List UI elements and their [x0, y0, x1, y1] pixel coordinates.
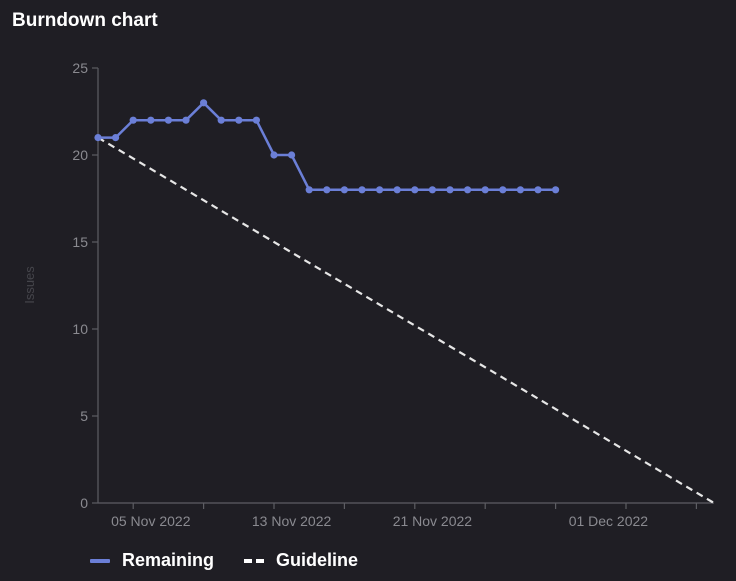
y-axis-ticks: 0 5 10 15 20 25 Issues	[22, 60, 98, 511]
remaining-point	[534, 186, 542, 194]
remaining-point	[182, 116, 190, 124]
y-tick-label: 5	[80, 408, 88, 424]
remaining-point	[94, 134, 102, 142]
x-tick-label: 01 Dec 2022	[569, 513, 649, 529]
y-tick-label: 15	[72, 234, 88, 250]
remaining-point	[552, 186, 560, 194]
legend-item-remaining[interactable]: Remaining	[90, 550, 214, 571]
remaining-point	[112, 134, 120, 142]
remaining-point	[323, 186, 331, 194]
y-axis-label: Issues	[22, 266, 37, 304]
remaining-point	[270, 151, 278, 159]
guideline-line	[97, 136, 715, 504]
burndown-chart: 0 5 10 15 20 25 Issues 05 Nov 2022 13 Nov 2022 2…	[22, 60, 715, 529]
remaining-point	[358, 186, 366, 194]
remaining-point	[288, 151, 296, 159]
remaining-point	[340, 186, 348, 194]
remaining-line	[98, 101, 556, 192]
legend-label-guideline: Guideline	[276, 550, 359, 570]
chart-legend: Remaining Guideline	[90, 550, 358, 571]
remaining-point	[217, 116, 225, 124]
remaining-point	[516, 186, 525, 194]
y-tick-label: 20	[72, 147, 88, 163]
x-tick-label: 05 Nov 2022	[111, 513, 191, 529]
remaining-point	[235, 116, 243, 124]
remaining-swatch	[90, 558, 110, 563]
y-tick-label: 0	[80, 495, 88, 511]
remaining-point	[393, 186, 401, 194]
x-tick-label: 13 Nov 2022	[252, 513, 332, 529]
legend-label-remaining: Remaining	[122, 550, 215, 570]
x-tick-label: 21 Nov 2022	[393, 513, 473, 529]
y-tick-label: 25	[72, 60, 88, 76]
x-axis-ticks: 05 Nov 2022 13 Nov 2022 21 Nov 2022 01 Dec …	[111, 503, 698, 529]
y-tick-label: 10	[72, 321, 88, 337]
remaining-point	[499, 186, 507, 194]
remaining-point	[129, 116, 137, 124]
remaining-point	[464, 186, 472, 194]
remaining-point	[147, 116, 155, 124]
legend-item-guideline[interactable]: Guideline	[244, 550, 358, 571]
guideline-swatch	[244, 558, 265, 563]
remaining-point	[428, 186, 436, 194]
guideline-series	[97, 136, 715, 504]
chart-axes	[97, 68, 714, 504]
remaining-series	[94, 99, 560, 194]
remaining-point	[446, 186, 454, 194]
remaining-point	[164, 116, 172, 124]
remaining-point	[305, 186, 313, 194]
remaining-point	[200, 99, 208, 107]
remaining-point	[376, 186, 384, 194]
remaining-point	[411, 186, 419, 194]
remaining-point	[252, 116, 260, 124]
chart-title: Burndown chart	[12, 10, 158, 31]
remaining-point	[481, 186, 489, 194]
